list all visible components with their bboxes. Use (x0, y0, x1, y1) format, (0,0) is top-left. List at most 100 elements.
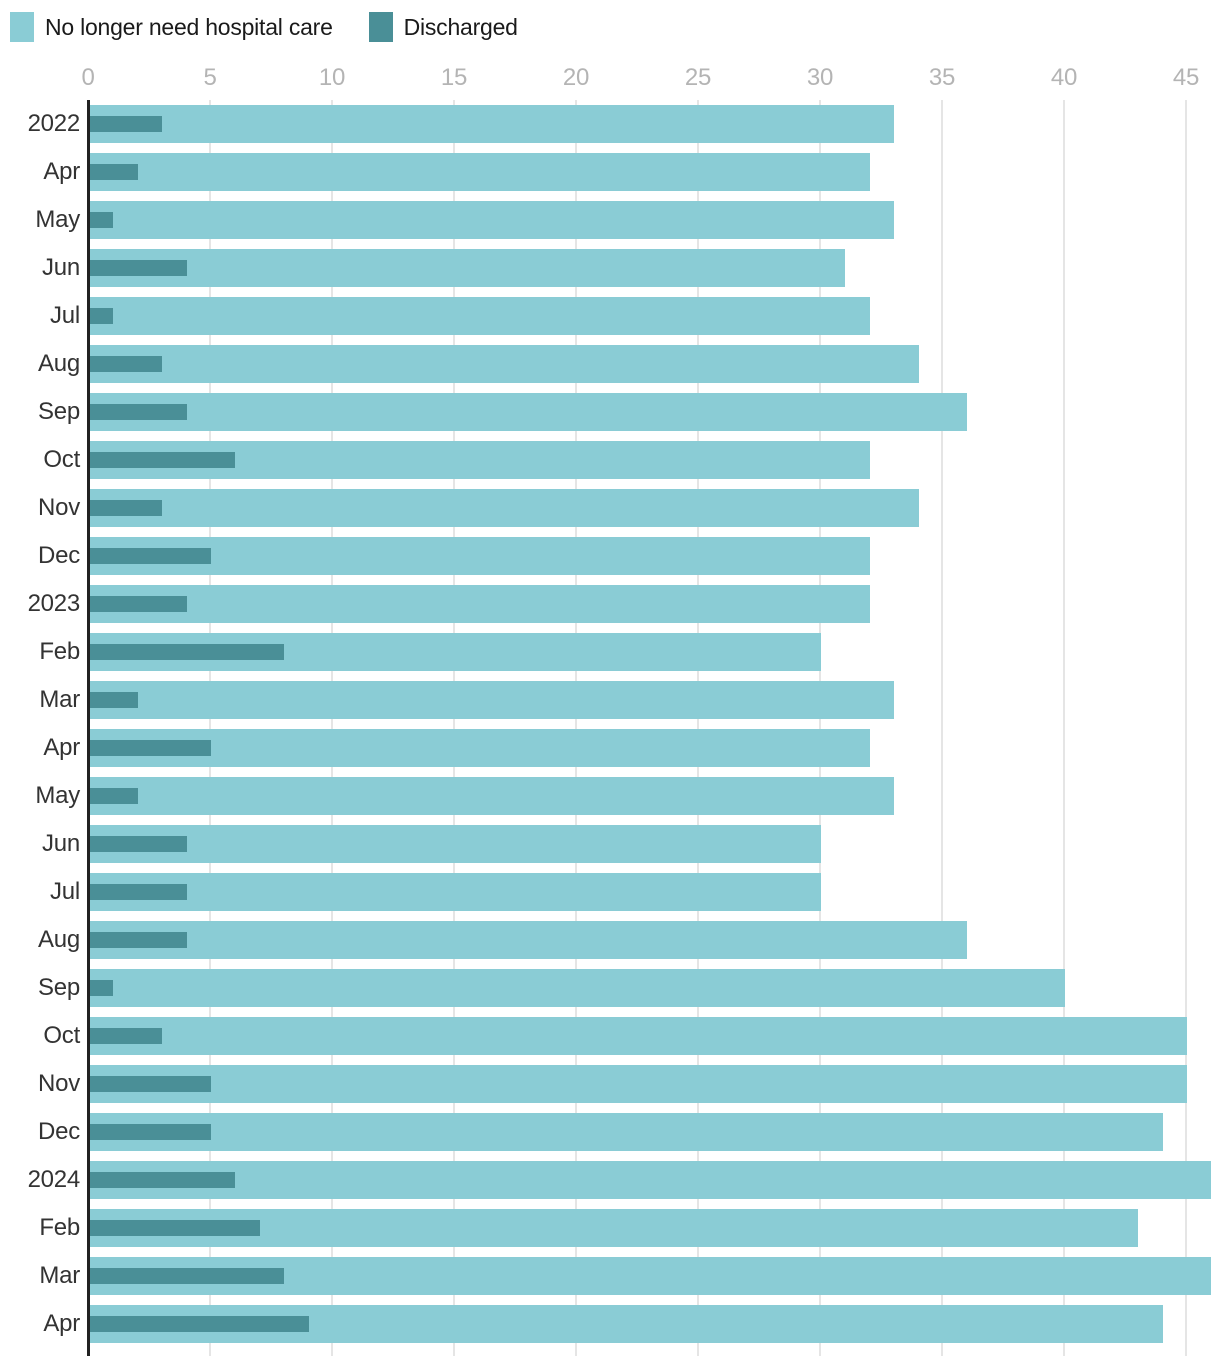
row-label: Dec (38, 1118, 80, 1145)
table-row: Sep (0, 393, 1220, 441)
row-label: Jul (50, 302, 80, 329)
bar-no-longer-need-hospital-care (89, 489, 919, 527)
gridlines (0, 100, 1220, 1356)
bar-no-longer-need-hospital-care (89, 1161, 1212, 1199)
gridline-10 (331, 100, 333, 1356)
table-row: Oct (0, 1017, 1220, 1065)
gridline-5 (209, 100, 211, 1356)
bar-no-longer-need-hospital-care (89, 345, 919, 383)
row-label: Apr (43, 158, 80, 185)
bar-discharged (89, 164, 138, 180)
table-row: Aug (0, 345, 1220, 393)
row-label: Sep (38, 974, 80, 1001)
table-row: Dec (0, 537, 1220, 585)
table-row: 2022 (0, 105, 1220, 153)
table-row: Jun (0, 825, 1220, 873)
bar-discharged (89, 452, 236, 468)
row-label: Aug (38, 350, 80, 377)
gridline-35 (941, 100, 943, 1356)
x-axis-tick-20: 20 (562, 64, 590, 91)
row-label: Oct (43, 446, 80, 473)
bar-no-longer-need-hospital-care (89, 201, 895, 239)
x-axis-tick-45: 45 (1172, 64, 1200, 91)
bar-no-longer-need-hospital-care (89, 1209, 1139, 1247)
bar-discharged (89, 404, 187, 420)
bar-discharged (89, 1124, 211, 1140)
bar-discharged (89, 788, 138, 804)
y-axis-line (87, 100, 90, 1356)
x-axis: 0 5 10 15 20 25 30 35 40 45 (0, 64, 1220, 96)
x-axis-tick-35: 35 (928, 64, 956, 91)
table-row: Sep (0, 969, 1220, 1017)
bar-no-longer-need-hospital-care (89, 153, 870, 191)
table-row: Dec (0, 1113, 1220, 1161)
bar-discharged (89, 116, 163, 132)
bar-discharged (89, 596, 187, 612)
bar-discharged (89, 884, 187, 900)
row-label: 2024 (27, 1166, 81, 1193)
bar-no-longer-need-hospital-care (89, 1017, 1187, 1055)
row-label: May (35, 782, 80, 809)
x-axis-tick-25: 25 (684, 64, 712, 91)
row-label: Nov (38, 494, 80, 521)
row-label: Feb (39, 638, 80, 665)
bar-discharged (89, 1268, 285, 1284)
table-row: Feb (0, 633, 1220, 681)
bar-no-longer-need-hospital-care (89, 825, 821, 863)
row-label: 2023 (27, 590, 81, 617)
table-row: Jul (0, 297, 1220, 345)
bar-discharged (89, 308, 114, 324)
bar-discharged (89, 356, 163, 372)
bar-no-longer-need-hospital-care (89, 729, 870, 767)
bar-discharged (89, 260, 187, 276)
table-row: May (0, 201, 1220, 249)
bar-discharged (89, 836, 187, 852)
legend-item-no-longer-need-hospital-care: No longer need hospital care (10, 12, 333, 42)
bar-discharged (89, 1172, 236, 1188)
bar-no-longer-need-hospital-care (89, 537, 870, 575)
bar-no-longer-need-hospital-care (89, 249, 846, 287)
bar-discharged (89, 644, 285, 660)
bar-no-longer-need-hospital-care (89, 921, 968, 959)
x-axis-tick-30: 30 (806, 64, 834, 91)
row-label: Mar (39, 1262, 80, 1289)
legend-label-no-longer-need-hospital-care: No longer need hospital care (45, 13, 333, 40)
row-label: Jun (42, 830, 80, 857)
x-axis-tick-10: 10 (318, 64, 346, 91)
row-label: Sep (38, 398, 80, 425)
legend-swatch-light-icon (10, 12, 34, 42)
bar-discharged (89, 1028, 163, 1044)
legend: No longer need hospital care Discharged (10, 12, 518, 42)
bar-discharged (89, 500, 163, 516)
x-axis-tick-0: 0 (81, 64, 95, 91)
gridline-30 (819, 100, 821, 1356)
table-row: Nov (0, 489, 1220, 537)
gridline-20 (575, 100, 577, 1356)
table-row: May (0, 777, 1220, 825)
bar-discharged (89, 1316, 309, 1332)
bar-no-longer-need-hospital-care (89, 1065, 1187, 1103)
table-row: Feb (0, 1209, 1220, 1257)
row-label: May (35, 206, 80, 233)
x-axis-tick-15: 15 (440, 64, 468, 91)
table-row: Jul (0, 873, 1220, 921)
bar-no-longer-need-hospital-care (89, 585, 870, 623)
bar-no-longer-need-hospital-care (89, 297, 870, 335)
gridline-45 (1185, 100, 1187, 1356)
bar-discharged (89, 932, 187, 948)
row-label: Apr (43, 734, 80, 761)
bar-no-longer-need-hospital-care (89, 1113, 1163, 1151)
x-axis-tick-40: 40 (1050, 64, 1078, 91)
table-row: Aug (0, 921, 1220, 969)
bar-no-longer-need-hospital-care (89, 969, 1065, 1007)
x-axis-tick-5: 5 (203, 64, 217, 91)
bar-no-longer-need-hospital-care (89, 681, 895, 719)
bar-discharged (89, 1076, 211, 1092)
legend-item-discharged: Discharged (368, 12, 518, 42)
bar-no-longer-need-hospital-care (89, 393, 968, 431)
row-label: Aug (38, 926, 80, 953)
table-row: Oct (0, 441, 1220, 489)
table-row: Apr (0, 729, 1220, 777)
row-label: Mar (39, 686, 80, 713)
